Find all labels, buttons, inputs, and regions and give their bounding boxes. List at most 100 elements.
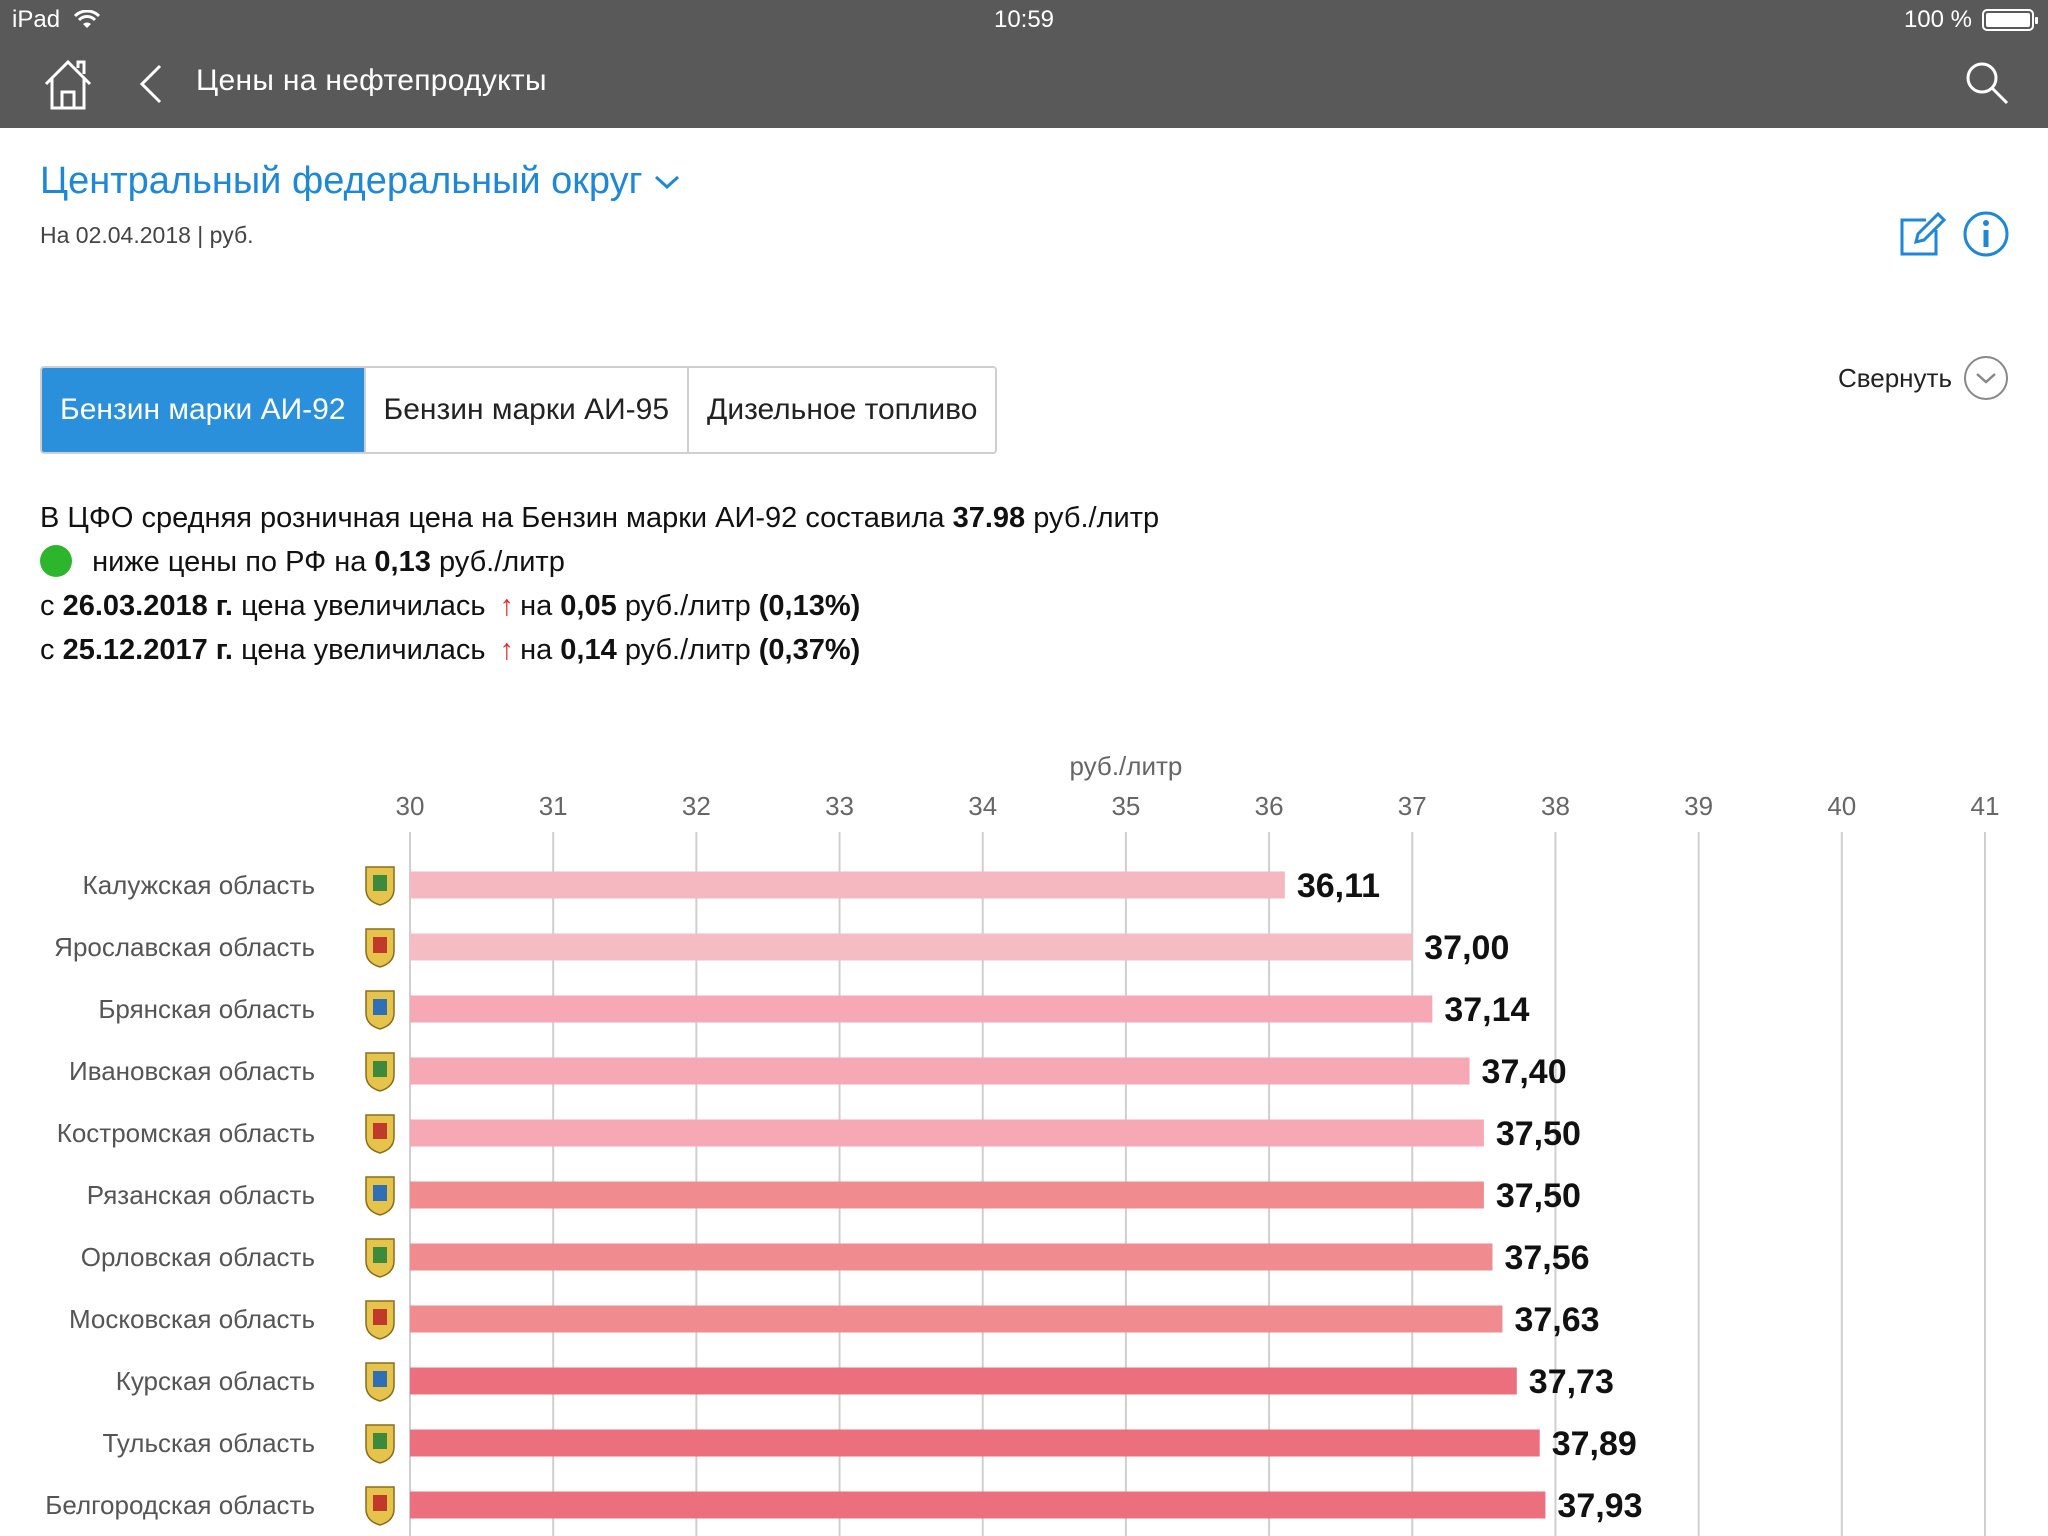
bar-value-label: 37,14 [1444,991,1529,1029]
coat-of-arms-icon [365,990,395,1030]
summary-week-text: цена увеличилась [241,590,486,622]
status-bar: iPad 10:59 100 % [0,0,2048,40]
x-tick-label: 40 [1827,791,1856,821]
price-bar[interactable] [410,1305,1503,1333]
price-bar[interactable] [410,1181,1484,1209]
price-bar[interactable] [410,1491,1546,1519]
summary-line-quarter: с 25.12.2017 г. цена увеличилась ↑ на 0,1… [40,628,1159,672]
region-label: Костромская область [57,1118,315,1148]
coat-of-arms-icon [365,928,395,968]
summary-quarter-unit: руб./литр [624,634,751,666]
status-time: 10:59 [993,6,1055,33]
info-icon[interactable] [1962,210,2010,258]
coat-of-arms-icon [365,1176,395,1216]
arrow-up-icon: ↑ [499,590,515,622]
x-tick-label: 36 [1255,791,1284,821]
collapse-button[interactable]: Свернуть [1838,356,2008,400]
summary-vs-rf-text: ниже цены по РФ на [92,546,367,578]
status-right: 100 % [1904,6,2038,34]
summary-week-date: 26.03.2018 г. [62,590,233,622]
summary-quarter-pct: (0,37%) [758,634,861,666]
fuel-tabs: Бензин марки АИ-92 Бензин марки АИ-95 Ди… [40,366,998,454]
tab-ai92[interactable]: Бензин марки АИ-92 [42,368,366,452]
summary-quarter-from: с [40,634,55,666]
summary-avg-unit: руб./литр [1033,502,1160,534]
coat-of-arms-icon [365,866,395,906]
price-bar[interactable] [410,1119,1484,1147]
battery-icon [1982,9,2038,31]
date-subtitle: На 02.04.2018 | руб. [40,222,254,248]
region-title: Центральный федеральный округ [40,160,643,202]
bar-value-label: 37,63 [1514,1301,1599,1339]
bar-value-label: 37,40 [1482,1053,1567,1091]
axis-unit-label: руб./литр [1069,751,1182,781]
grid-layer: 30 31 32 33 34 35 36 37 38 39 40 41 [396,791,1999,1536]
nav-title: Цены на нефтепродукты [196,64,547,97]
status-left: iPad [12,6,101,34]
region-selector[interactable]: Центральный федеральный округ [40,160,680,203]
region-label: Ивановская область [69,1056,315,1086]
edit-icon[interactable] [1898,210,1946,258]
region-label: Московская область [69,1304,315,1334]
tab-ai95[interactable]: Бензин марки АИ-95 [365,368,689,452]
coat-of-arms-icon [365,1052,395,1092]
x-tick-label: 35 [1111,791,1140,821]
wifi-icon [74,10,101,28]
region-label: Белгородская область [45,1490,315,1520]
x-tick-label: 38 [1541,791,1570,821]
nav-bar: Цены на нефтепродукты [0,40,2048,128]
bar-value-label: 37,50 [1496,1177,1581,1215]
coat-of-arms-icon [365,1114,395,1154]
summary-week-on: на [520,590,553,622]
price-summary: В ЦФО средняя розничная цена на Бензин м… [40,496,1159,672]
region-label: Орловская область [81,1242,315,1272]
region-label: Тульская область [102,1428,315,1458]
x-tick-label: 37 [1398,791,1427,821]
summary-avg-value: 37.98 [952,502,1026,534]
chevron-down-icon [655,175,680,189]
price-bar[interactable] [410,1429,1540,1457]
bar-value-label: 37,00 [1424,929,1509,967]
summary-week-unit: руб./литр [624,590,751,622]
summary-week-value: 0,05 [560,590,617,622]
summary-week-from: с [40,590,55,622]
price-bar[interactable] [410,1243,1493,1271]
summary-quarter-text: цена увеличилась [241,634,486,666]
summary-vs-rf-value: 0,13 [374,546,431,578]
region-label: Рязанская область [87,1180,315,1210]
price-bar-chart: руб./литр 30 31 32 33 34 35 36 37 38 39 40 41 Калуж… [45,751,1999,1536]
summary-quarter-value: 0,14 [560,634,617,666]
summary-quarter-date: 25.12.2017 г. [62,634,233,666]
coat-of-arms-icon [365,1486,395,1526]
price-bar[interactable] [410,871,1285,899]
bar-value-label: 37,56 [1504,1239,1589,1277]
device-name: iPad [12,6,61,33]
region-label: Брянская область [98,994,315,1024]
search-icon[interactable] [1964,60,2010,106]
price-bar[interactable] [410,1367,1517,1395]
price-bar[interactable] [410,995,1433,1023]
summary-avg-text: В ЦФО средняя розничная цена на Бензин м… [40,502,945,534]
tab-diesel[interactable]: Дизельное топливо [689,368,996,452]
summary-quarter-on: на [520,634,553,666]
summary-week-pct: (0,13%) [758,590,861,622]
price-bar[interactable] [410,933,1413,961]
status-dot-icon [40,545,72,577]
coat-of-arms-icon [365,1238,395,1278]
coat-of-arms-icon [365,1424,395,1464]
bar-value-label: 37,73 [1529,1363,1614,1401]
coat-of-arms-icon [365,1362,395,1402]
home-icon[interactable] [40,56,96,112]
region-label: Калужская область [83,870,315,900]
x-tick-label: 32 [682,791,711,821]
bar-value-label: 37,50 [1496,1115,1581,1153]
summary-line-avg: В ЦФО средняя розничная цена на Бензин м… [40,496,1159,540]
collapse-label: Свернуть [1837,362,1952,393]
x-tick-label: 39 [1684,791,1713,821]
bar-value-label: 36,11 [1297,867,1380,905]
back-chevron-icon[interactable] [134,62,166,106]
summary-line-vs-rf: ниже цены по РФ на 0,13 руб./литр [40,540,1159,584]
x-tick-label: 34 [968,791,997,821]
price-bar[interactable] [410,1057,1470,1085]
region-label: Курская область [116,1366,315,1396]
